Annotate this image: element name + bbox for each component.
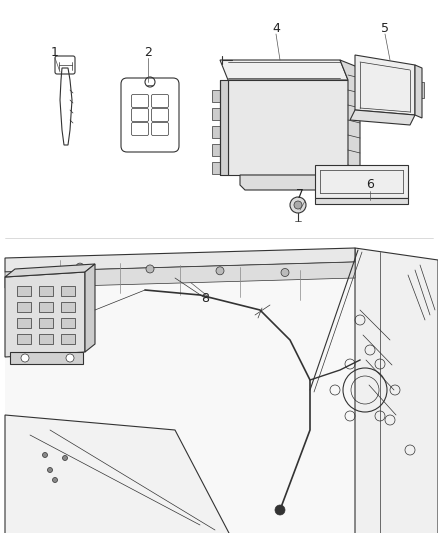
Circle shape <box>392 172 398 178</box>
Circle shape <box>216 267 224 275</box>
Bar <box>212 90 220 102</box>
Bar <box>212 108 220 120</box>
Bar <box>212 126 220 138</box>
Polygon shape <box>415 65 422 118</box>
Bar <box>212 162 220 174</box>
Text: 2: 2 <box>144 45 152 59</box>
Bar <box>61 318 75 328</box>
Text: 5: 5 <box>381 21 389 35</box>
Polygon shape <box>85 264 95 352</box>
Polygon shape <box>5 264 95 277</box>
Circle shape <box>342 172 348 178</box>
Text: 7: 7 <box>296 189 304 201</box>
Circle shape <box>392 187 398 193</box>
Bar <box>39 302 53 312</box>
Text: 4: 4 <box>272 21 280 35</box>
Bar <box>39 286 53 296</box>
Circle shape <box>281 269 289 277</box>
Circle shape <box>358 96 366 104</box>
Circle shape <box>377 187 383 193</box>
Bar <box>39 334 53 344</box>
Polygon shape <box>355 55 415 115</box>
Bar <box>418 82 424 98</box>
Circle shape <box>327 187 333 193</box>
Bar <box>17 334 31 344</box>
Circle shape <box>66 354 74 362</box>
Circle shape <box>53 478 57 482</box>
Text: 1: 1 <box>51 45 59 59</box>
Circle shape <box>312 180 318 186</box>
Polygon shape <box>5 248 355 272</box>
Bar <box>61 286 75 296</box>
Polygon shape <box>350 110 415 125</box>
Circle shape <box>21 354 29 362</box>
Polygon shape <box>220 80 228 175</box>
Circle shape <box>275 505 285 515</box>
Text: 8: 8 <box>201 292 209 304</box>
Bar <box>61 334 75 344</box>
Circle shape <box>377 172 383 178</box>
Polygon shape <box>5 272 85 357</box>
Polygon shape <box>5 415 230 533</box>
Circle shape <box>63 456 67 461</box>
Circle shape <box>342 187 348 193</box>
Circle shape <box>358 76 366 84</box>
Circle shape <box>47 467 53 472</box>
Bar <box>17 318 31 328</box>
Circle shape <box>252 180 258 186</box>
Circle shape <box>76 263 84 271</box>
Circle shape <box>327 172 333 178</box>
Polygon shape <box>315 198 408 204</box>
Bar <box>39 318 53 328</box>
Text: 9: 9 <box>56 349 64 361</box>
Text: 6: 6 <box>366 179 374 191</box>
Polygon shape <box>240 175 330 190</box>
Polygon shape <box>228 80 348 175</box>
Bar <box>17 302 31 312</box>
Bar <box>212 144 220 156</box>
Bar <box>17 286 31 296</box>
Bar <box>61 302 75 312</box>
Polygon shape <box>10 352 83 364</box>
Circle shape <box>294 201 302 209</box>
Polygon shape <box>220 60 348 80</box>
Circle shape <box>146 265 154 273</box>
Circle shape <box>290 197 306 213</box>
Circle shape <box>42 453 47 457</box>
Polygon shape <box>340 60 360 183</box>
Polygon shape <box>355 248 438 533</box>
Polygon shape <box>5 262 355 288</box>
Polygon shape <box>5 248 435 533</box>
Circle shape <box>278 124 286 132</box>
Polygon shape <box>315 165 408 198</box>
